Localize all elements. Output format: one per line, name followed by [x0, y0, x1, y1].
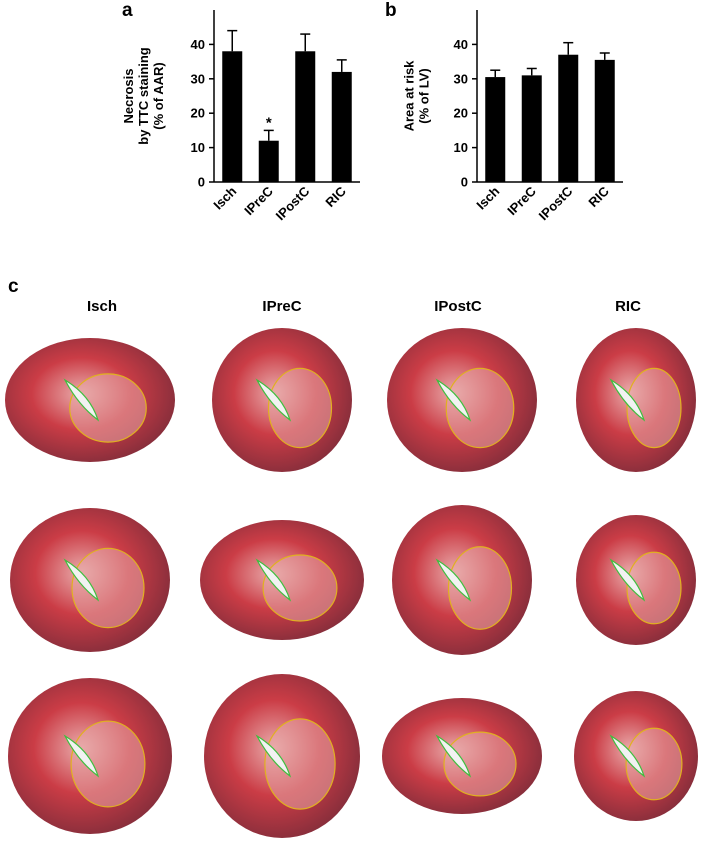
tissue-section: [574, 691, 698, 821]
bar-iprec: [521, 75, 542, 182]
bar-ipostc: [295, 51, 316, 182]
bar-ric: [594, 59, 615, 182]
tissue-section: [212, 328, 352, 472]
tissue-section: [387, 328, 537, 472]
y-axis-title-line: Necrosis: [121, 69, 136, 124]
y-tick-label: 10: [191, 140, 205, 155]
tissue-section: [204, 674, 360, 838]
panel-letter-b: b: [385, 0, 397, 21]
y-axis-title-line: (% of LV): [417, 68, 432, 123]
tissue-section: [5, 338, 175, 462]
tissue-section: [576, 515, 696, 645]
tissue-section: [8, 678, 172, 834]
category-label-ipostc: IPostC: [536, 183, 576, 223]
y-tick-label: 0: [198, 175, 205, 190]
category-label-iprec: IPreC: [504, 183, 539, 218]
chart-a: 0 10 20 30 40 Necrosis by TTC staining (% of AA…: [121, 10, 360, 223]
bar-ipostc: [558, 54, 579, 182]
category-label-ipostc: IPostC: [273, 183, 313, 223]
y-tick-label: 30: [454, 71, 468, 86]
group-label-ipostc: IPostC: [434, 298, 482, 315]
y-tick-label: 20: [454, 106, 468, 121]
y-tick-label: 20: [191, 106, 205, 121]
category-label-isch: Isch: [473, 183, 502, 212]
tissue-section: [576, 328, 696, 472]
tissue-section: [10, 508, 170, 652]
category-label-ric: RIC: [585, 183, 612, 210]
bar-ric: [331, 71, 352, 182]
panel-letter-a: a: [122, 0, 133, 21]
tissue-section-grid: [5, 328, 698, 838]
y-tick-label: 10: [454, 140, 468, 155]
tissue-section: [392, 505, 532, 655]
significance-marker: *: [266, 114, 272, 131]
y-tick-label: 40: [191, 37, 205, 52]
y-tick-label: 30: [191, 71, 205, 86]
bar-isch: [485, 77, 506, 182]
tissue-section: [382, 698, 542, 814]
chart-b: 0 10 20 30 40 Area at risk (% of LV) Isch IPreCI…: [402, 10, 623, 223]
tissue-section: [200, 520, 364, 640]
y-tick-label: 40: [454, 37, 468, 52]
category-label-iprec: IPreC: [241, 183, 276, 218]
y-tick-label: 0: [461, 175, 468, 190]
y-axis-title-line: (% of AAR): [151, 62, 166, 129]
panel-letter-c: c: [8, 276, 19, 297]
category-label-isch: Isch: [210, 183, 239, 212]
group-label-isch: Isch: [86, 298, 117, 315]
category-label-ric: RIC: [322, 183, 349, 210]
y-axis-title-line: by TTC staining: [136, 47, 151, 145]
bar-isch: [222, 51, 243, 182]
group-label-ric: RIC: [615, 298, 641, 315]
bar-iprec: [258, 140, 279, 182]
group-label-iprec: IPreC: [262, 298, 302, 315]
y-axis-title-line: Area at risk: [402, 60, 417, 132]
